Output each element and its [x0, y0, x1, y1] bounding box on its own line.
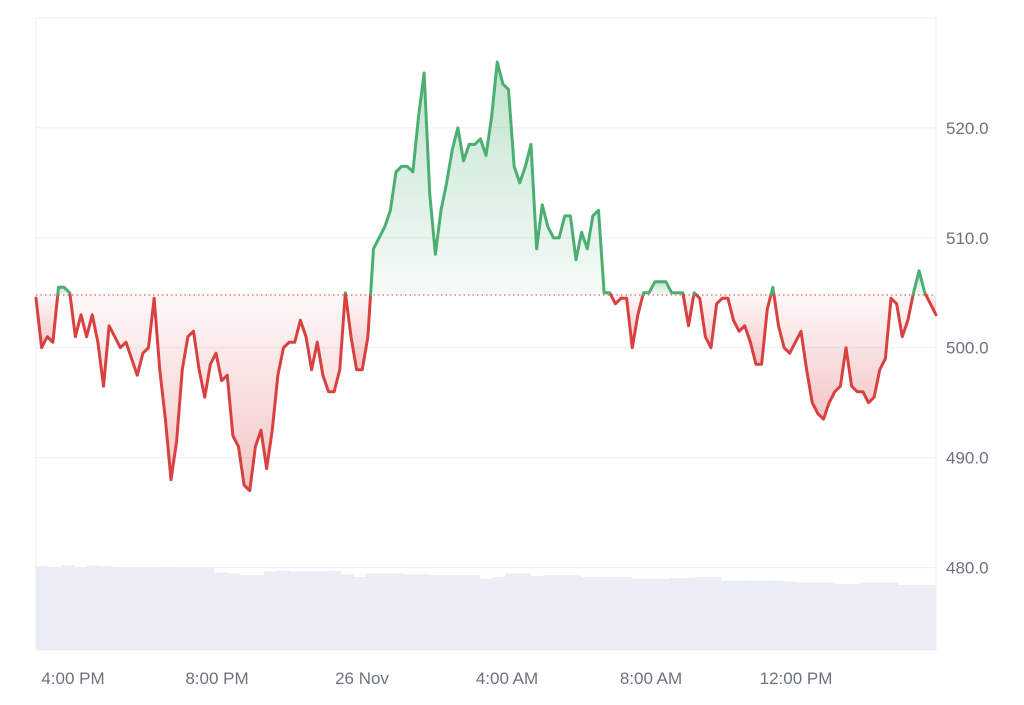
volume-bar [644, 579, 657, 650]
volume-bar [467, 575, 480, 650]
volume-bar [505, 573, 518, 650]
y-tick-label: 480.0 [946, 559, 989, 578]
volume-bar [492, 577, 505, 650]
volume-bar [606, 577, 619, 650]
volume-bar [99, 566, 112, 650]
volume-bar [822, 582, 835, 650]
volume-bar [213, 573, 226, 651]
volume-bar [759, 581, 772, 650]
volume-bar [137, 568, 150, 650]
volume-bar [163, 567, 176, 650]
volume-bar [391, 573, 404, 650]
volume-bar [632, 579, 645, 650]
volume-bar [708, 577, 721, 650]
y-tick-label: 510.0 [946, 229, 989, 248]
volume-bar [290, 572, 303, 650]
volume-bar [277, 571, 290, 650]
volume-bar [518, 573, 531, 650]
volume-bar [746, 581, 759, 650]
volume-bar [340, 574, 353, 650]
volume-bar [353, 577, 366, 650]
volume-bar [670, 578, 683, 650]
x-tick-label: 12:00 PM [760, 669, 833, 688]
volume-bar [49, 567, 62, 650]
volume-bar [809, 582, 822, 650]
volume-bar [150, 568, 163, 650]
volume-bar [87, 565, 100, 650]
x-axis-ticks: 4:00 PM 8:00 PM 26 Nov 4:00 AM 8:00 AM 12:00 … [41, 669, 832, 688]
x-tick-label: 4:00 PM [41, 669, 104, 688]
volume-bar [61, 565, 74, 650]
volume-bar [226, 573, 239, 650]
volume-bar [442, 575, 455, 650]
volume-bar [733, 581, 746, 650]
y-tick-label: 500.0 [946, 339, 989, 358]
volume-bar [581, 577, 594, 650]
volume-bar [923, 585, 936, 650]
volume-bar [416, 574, 429, 650]
volume-bar [619, 577, 632, 650]
volume-bar [125, 568, 138, 650]
volume-bar [264, 572, 277, 650]
volume-bar [36, 566, 49, 650]
volume-bar [112, 568, 125, 650]
y-tick-label: 490.0 [946, 449, 989, 468]
volume-bar [251, 575, 264, 650]
volume-bar [771, 581, 784, 650]
volume-bar [404, 574, 417, 650]
volume-bar [429, 575, 442, 650]
volume-bar [873, 582, 886, 650]
volume-layer [36, 565, 937, 650]
volume-bar [695, 577, 708, 650]
volume-bar [74, 567, 87, 650]
volume-bar [797, 582, 810, 650]
volume-bar [328, 571, 341, 650]
volume-bar [898, 585, 911, 650]
volume-bar [454, 575, 467, 650]
volume-bar [594, 577, 607, 650]
volume-bar [556, 575, 569, 650]
volume-bar [847, 584, 860, 650]
volume-bar [721, 581, 734, 650]
area-layer [36, 62, 936, 491]
x-tick-label: 26 Nov [335, 669, 389, 688]
volume-bar [480, 579, 493, 650]
volume-bar [568, 575, 581, 650]
y-tick-label: 520.0 [946, 119, 989, 138]
volume-bar [657, 579, 670, 650]
volume-bar [911, 585, 924, 650]
volume-bar [175, 568, 188, 650]
volume-bar [885, 582, 898, 650]
volume-bar [543, 575, 556, 650]
x-tick-label: 4:00 AM [476, 669, 538, 688]
area-below-baseline [696, 295, 771, 364]
y-axis-ticks: 480.0 490.0 500.0 510.0 520.0 [946, 119, 989, 578]
area-below-baseline [70, 295, 345, 491]
volume-bar [201, 568, 214, 650]
x-tick-label: 8:00 PM [185, 669, 248, 688]
volume-bar [366, 573, 379, 650]
x-tick-label: 8:00 AM [620, 669, 682, 688]
volume-bar [188, 568, 201, 650]
volume-bar [378, 573, 391, 650]
volume-bar [784, 582, 797, 651]
volume-bar [530, 576, 543, 650]
volume-bar [682, 578, 695, 650]
volume-bar [302, 572, 315, 650]
volume-bar [835, 584, 848, 650]
volume-bar [860, 582, 873, 650]
volume-bar [239, 575, 252, 650]
volume-bar [315, 572, 328, 650]
